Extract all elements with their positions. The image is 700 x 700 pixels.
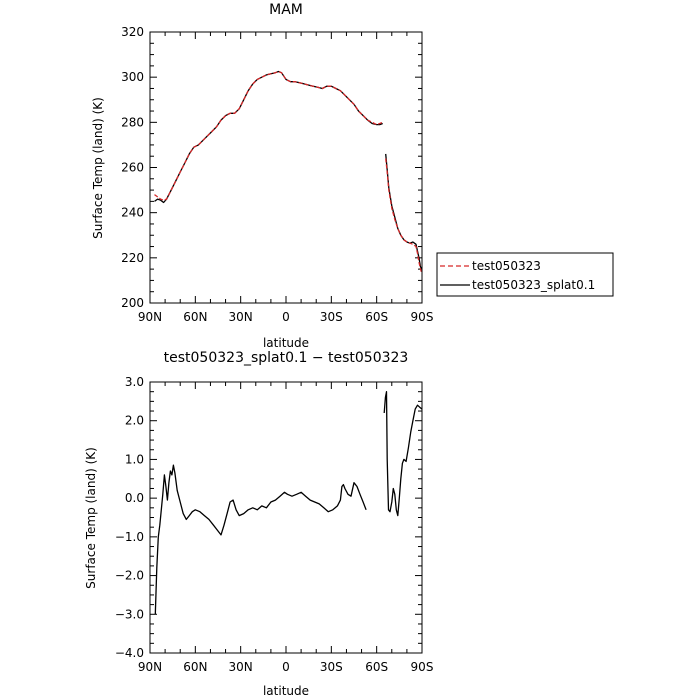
top-series-test050323-segment-1	[385, 158, 423, 274]
legend-label-test050323-splat0.1: test050323_splat0.1	[472, 278, 595, 292]
bottom-series-layer	[154, 391, 423, 615]
bottom-y-axis-label: Surface Temp (land) (K)	[84, 447, 98, 589]
bottom-x-tick-label: 0	[282, 660, 290, 674]
bottom-y-tick-label: 2.0	[125, 414, 144, 428]
top-x-tick-label: 60S	[365, 310, 388, 324]
bottom-x-axis-label: latitude	[263, 684, 309, 698]
top-chart-title: MAM	[269, 2, 303, 18]
bottom-series-difference-segment-1	[383, 391, 423, 517]
bottom-x-tick-label: 30N	[229, 660, 253, 674]
bottom-y-tick-label: −4.0	[115, 646, 144, 660]
bottom-y-tick-label: −3.0	[115, 607, 144, 621]
top-y-tick-label: 200	[121, 296, 144, 310]
top-x-tick-label: 60N	[183, 310, 207, 324]
bottom-tick-labels: 90N 60N 30N 0 30S 60S 90S −4.0 −3.0 −2.0 −1.0 0.0 1.…	[115, 375, 434, 674]
bottom-y-tick-label: −2.0	[115, 569, 144, 583]
top-y-tick-label: 280	[121, 115, 144, 129]
top-series-test050323-splat0-1-segment-0	[154, 70, 383, 204]
bottom-y-tick-label: −1.0	[115, 530, 144, 544]
legend: test050323 test050323_splat0.1	[436, 252, 614, 297]
top-x-tick-label: 90S	[411, 310, 434, 324]
bottom-x-tick-label: 60N	[183, 660, 207, 674]
bottom-x-tick-label: 30S	[320, 660, 343, 674]
bottom-series-difference-segment-0	[154, 464, 367, 615]
top-x-tick-label: 0	[282, 310, 290, 324]
top-plot-frame	[149, 31, 423, 304]
top-y-tick-label: 260	[121, 161, 144, 175]
legend-box	[436, 252, 614, 297]
bottom-axis-ticks	[149, 381, 423, 654]
top-tick-labels: 90N 60N 30N 0 30S 60S 90S 200 220 240 260 280 300 320	[121, 25, 433, 324]
legend-label-test050323: test050323	[472, 259, 541, 273]
top-x-axis-label: latitude	[263, 336, 309, 350]
top-y-tick-label: 300	[121, 70, 144, 84]
top-y-tick-label: 240	[121, 206, 144, 220]
top-x-tick-label: 30N	[229, 310, 253, 324]
top-y-axis-label: Surface Temp (land) (K)	[91, 97, 105, 239]
top-y-tick-label: 320	[121, 25, 144, 39]
bottom-y-tick-label: 3.0	[125, 375, 144, 389]
bottom-x-tick-label: 90N	[138, 660, 162, 674]
top-x-tick-label: 30S	[320, 310, 343, 324]
top-x-tick-label: 90N	[138, 310, 162, 324]
top-series-test050323-segment-0	[154, 70, 383, 201]
bottom-x-tick-label: 90S	[411, 660, 434, 674]
bottom-y-tick-label: 1.0	[125, 452, 144, 466]
top-axis-ticks	[149, 31, 423, 304]
bottom-panel: test050323_splat0.1 − test050323 90N 60N 3…	[84, 350, 433, 698]
bottom-x-tick-label: 60S	[365, 660, 388, 674]
top-series-layer	[154, 70, 423, 274]
top-y-tick-label: 220	[121, 251, 144, 265]
bottom-plot-frame	[149, 381, 423, 654]
top-panel: MAM 90N 60N 30N 0 30S 60S 90S 200 220 240 260 280 30…	[91, 2, 614, 350]
bottom-y-tick-label: 0.0	[125, 491, 144, 505]
bottom-chart-title: test050323_splat0.1 − test050323	[164, 350, 409, 366]
